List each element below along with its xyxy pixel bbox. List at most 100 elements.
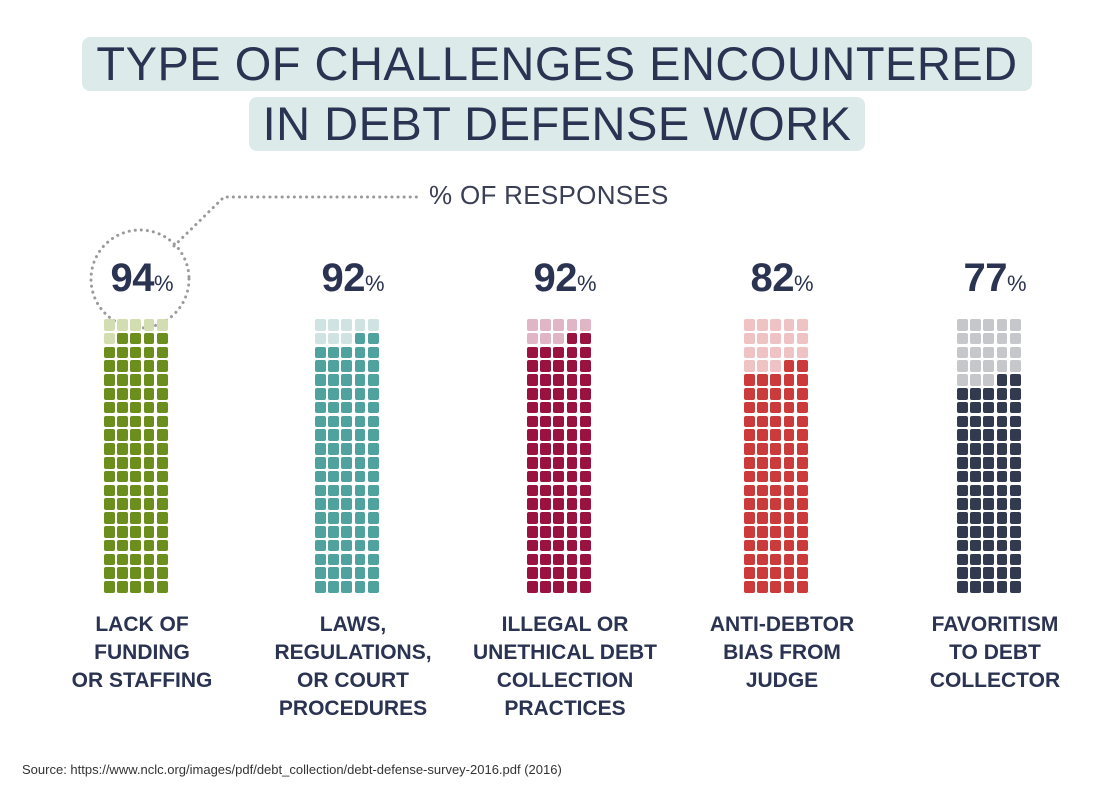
waffle-cell-filled (983, 388, 995, 400)
waffle-cell-filled (315, 415, 326, 428)
waffle-cell-filled (130, 374, 142, 386)
waffle-cell-filled (744, 415, 755, 428)
waffle-cell-filled (566, 539, 578, 552)
waffle-cell-filled (117, 332, 128, 345)
waffle-cell-filled (328, 388, 339, 400)
waffle-cell-filled (553, 443, 565, 455)
waffle-cell-filled (156, 567, 168, 579)
waffle-cell-filled (341, 470, 353, 483)
waffle-cell-filled (143, 332, 155, 345)
waffle-cell-filled (117, 415, 128, 428)
waffle-cell-filled (757, 415, 768, 428)
waffle-cell-filled (367, 553, 379, 566)
waffle-cell-filled (527, 415, 538, 428)
waffle-cell-filled (579, 415, 591, 428)
waffle-cell-filled (1009, 388, 1021, 400)
waffle-grid (744, 319, 808, 597)
waffle-cell-filled (367, 470, 379, 483)
waffle-cell-filled (130, 457, 142, 469)
waffle-cell-filled (957, 429, 968, 441)
waffle-cell-filled (367, 388, 379, 400)
waffle-cell-empty (957, 346, 968, 359)
waffle-cell-filled (527, 512, 538, 524)
waffle-cell-filled (957, 388, 968, 400)
waffle-cell-filled (983, 429, 995, 441)
waffle-cell-filled (957, 401, 968, 414)
waffle-cell-filled (527, 498, 538, 510)
waffle-cell-filled (970, 457, 981, 469)
waffle-cell-filled (1009, 553, 1021, 566)
category-label-line: ANTI-DEBTOR (709, 613, 855, 636)
waffle-cell-filled (367, 484, 379, 497)
waffle-cell-empty (553, 319, 565, 331)
category-label: FAVORITISM TO DEBT COLLECTOR (895, 611, 1095, 695)
waffle-cell-filled (1009, 443, 1021, 455)
waffle-cell-filled (770, 567, 782, 579)
waffle-cell-empty (566, 319, 578, 331)
waffle-cell-filled (996, 484, 1008, 497)
waffle-cell-filled (1009, 526, 1021, 538)
waffle-cell-filled (156, 539, 168, 552)
waffle-cell-filled (527, 484, 538, 497)
waffle-cell-filled (796, 539, 808, 552)
waffle-cell-filled (566, 415, 578, 428)
waffle-cell-filled (328, 415, 339, 428)
value-label: 92% (475, 256, 655, 301)
waffle-cell-filled (970, 539, 981, 552)
waffle-cell-filled (996, 526, 1008, 538)
waffle-cell-filled (143, 388, 155, 400)
waffle-cell-filled (757, 512, 768, 524)
waffle-cell-filled (354, 429, 366, 441)
waffle-cell-filled (744, 429, 755, 441)
waffle-cell-filled (540, 443, 551, 455)
waffle-cell-filled (983, 443, 995, 455)
waffle-cell-filled (527, 388, 538, 400)
waffle-cell-empty (104, 332, 115, 345)
waffle-cell-filled (579, 539, 591, 552)
waffle-cell-filled (783, 512, 795, 524)
waffle-cell-filled (354, 567, 366, 579)
waffle-cell-filled (744, 526, 755, 538)
waffle-cell-filled (579, 567, 591, 579)
waffle-cell-filled (104, 512, 115, 524)
waffle-cell-filled (796, 484, 808, 497)
value-label: 94% (52, 256, 232, 301)
waffle-cell-filled (770, 457, 782, 469)
value-suffix: % (1006, 271, 1027, 296)
waffle-cell-filled (744, 581, 755, 593)
waffle-cell-filled (744, 567, 755, 579)
waffle-cell-filled (156, 443, 168, 455)
category-label-line: OR STAFFING (71, 669, 213, 692)
waffle-cell-filled (744, 470, 755, 483)
waffle-cell-filled (540, 346, 551, 359)
waffle-cell-filled (367, 360, 379, 372)
waffle-cell-filled (527, 401, 538, 414)
waffle-cell-filled (315, 429, 326, 441)
waffle-cell-filled (143, 470, 155, 483)
waffle-cell-filled (104, 457, 115, 469)
waffle-cell-filled (957, 567, 968, 579)
waffle-cell-filled (143, 567, 155, 579)
waffle-cell-filled (996, 567, 1008, 579)
waffle-cell-filled (527, 526, 538, 538)
waffle-cell-filled (117, 401, 128, 414)
waffle-cell-filled (796, 581, 808, 593)
waffle-cell-filled (770, 470, 782, 483)
waffle-cell-filled (367, 581, 379, 593)
waffle-cell-filled (341, 581, 353, 593)
waffle-cell-filled (117, 553, 128, 566)
waffle-cell-filled (783, 498, 795, 510)
waffle-cell-filled (104, 443, 115, 455)
waffle-cell-filled (1009, 484, 1021, 497)
waffle-cell-filled (341, 553, 353, 566)
waffle-cell-filled (1009, 539, 1021, 552)
waffle-cell-empty (1009, 319, 1021, 331)
waffle-cell-filled (143, 374, 155, 386)
waffle-cell-empty (970, 332, 981, 345)
waffle-cell-filled (143, 360, 155, 372)
waffle-cell-filled (957, 526, 968, 538)
waffle-cell-empty (783, 346, 795, 359)
waffle-cell-filled (130, 539, 142, 552)
waffle-cell-filled (143, 443, 155, 455)
waffle-cell-filled (796, 415, 808, 428)
